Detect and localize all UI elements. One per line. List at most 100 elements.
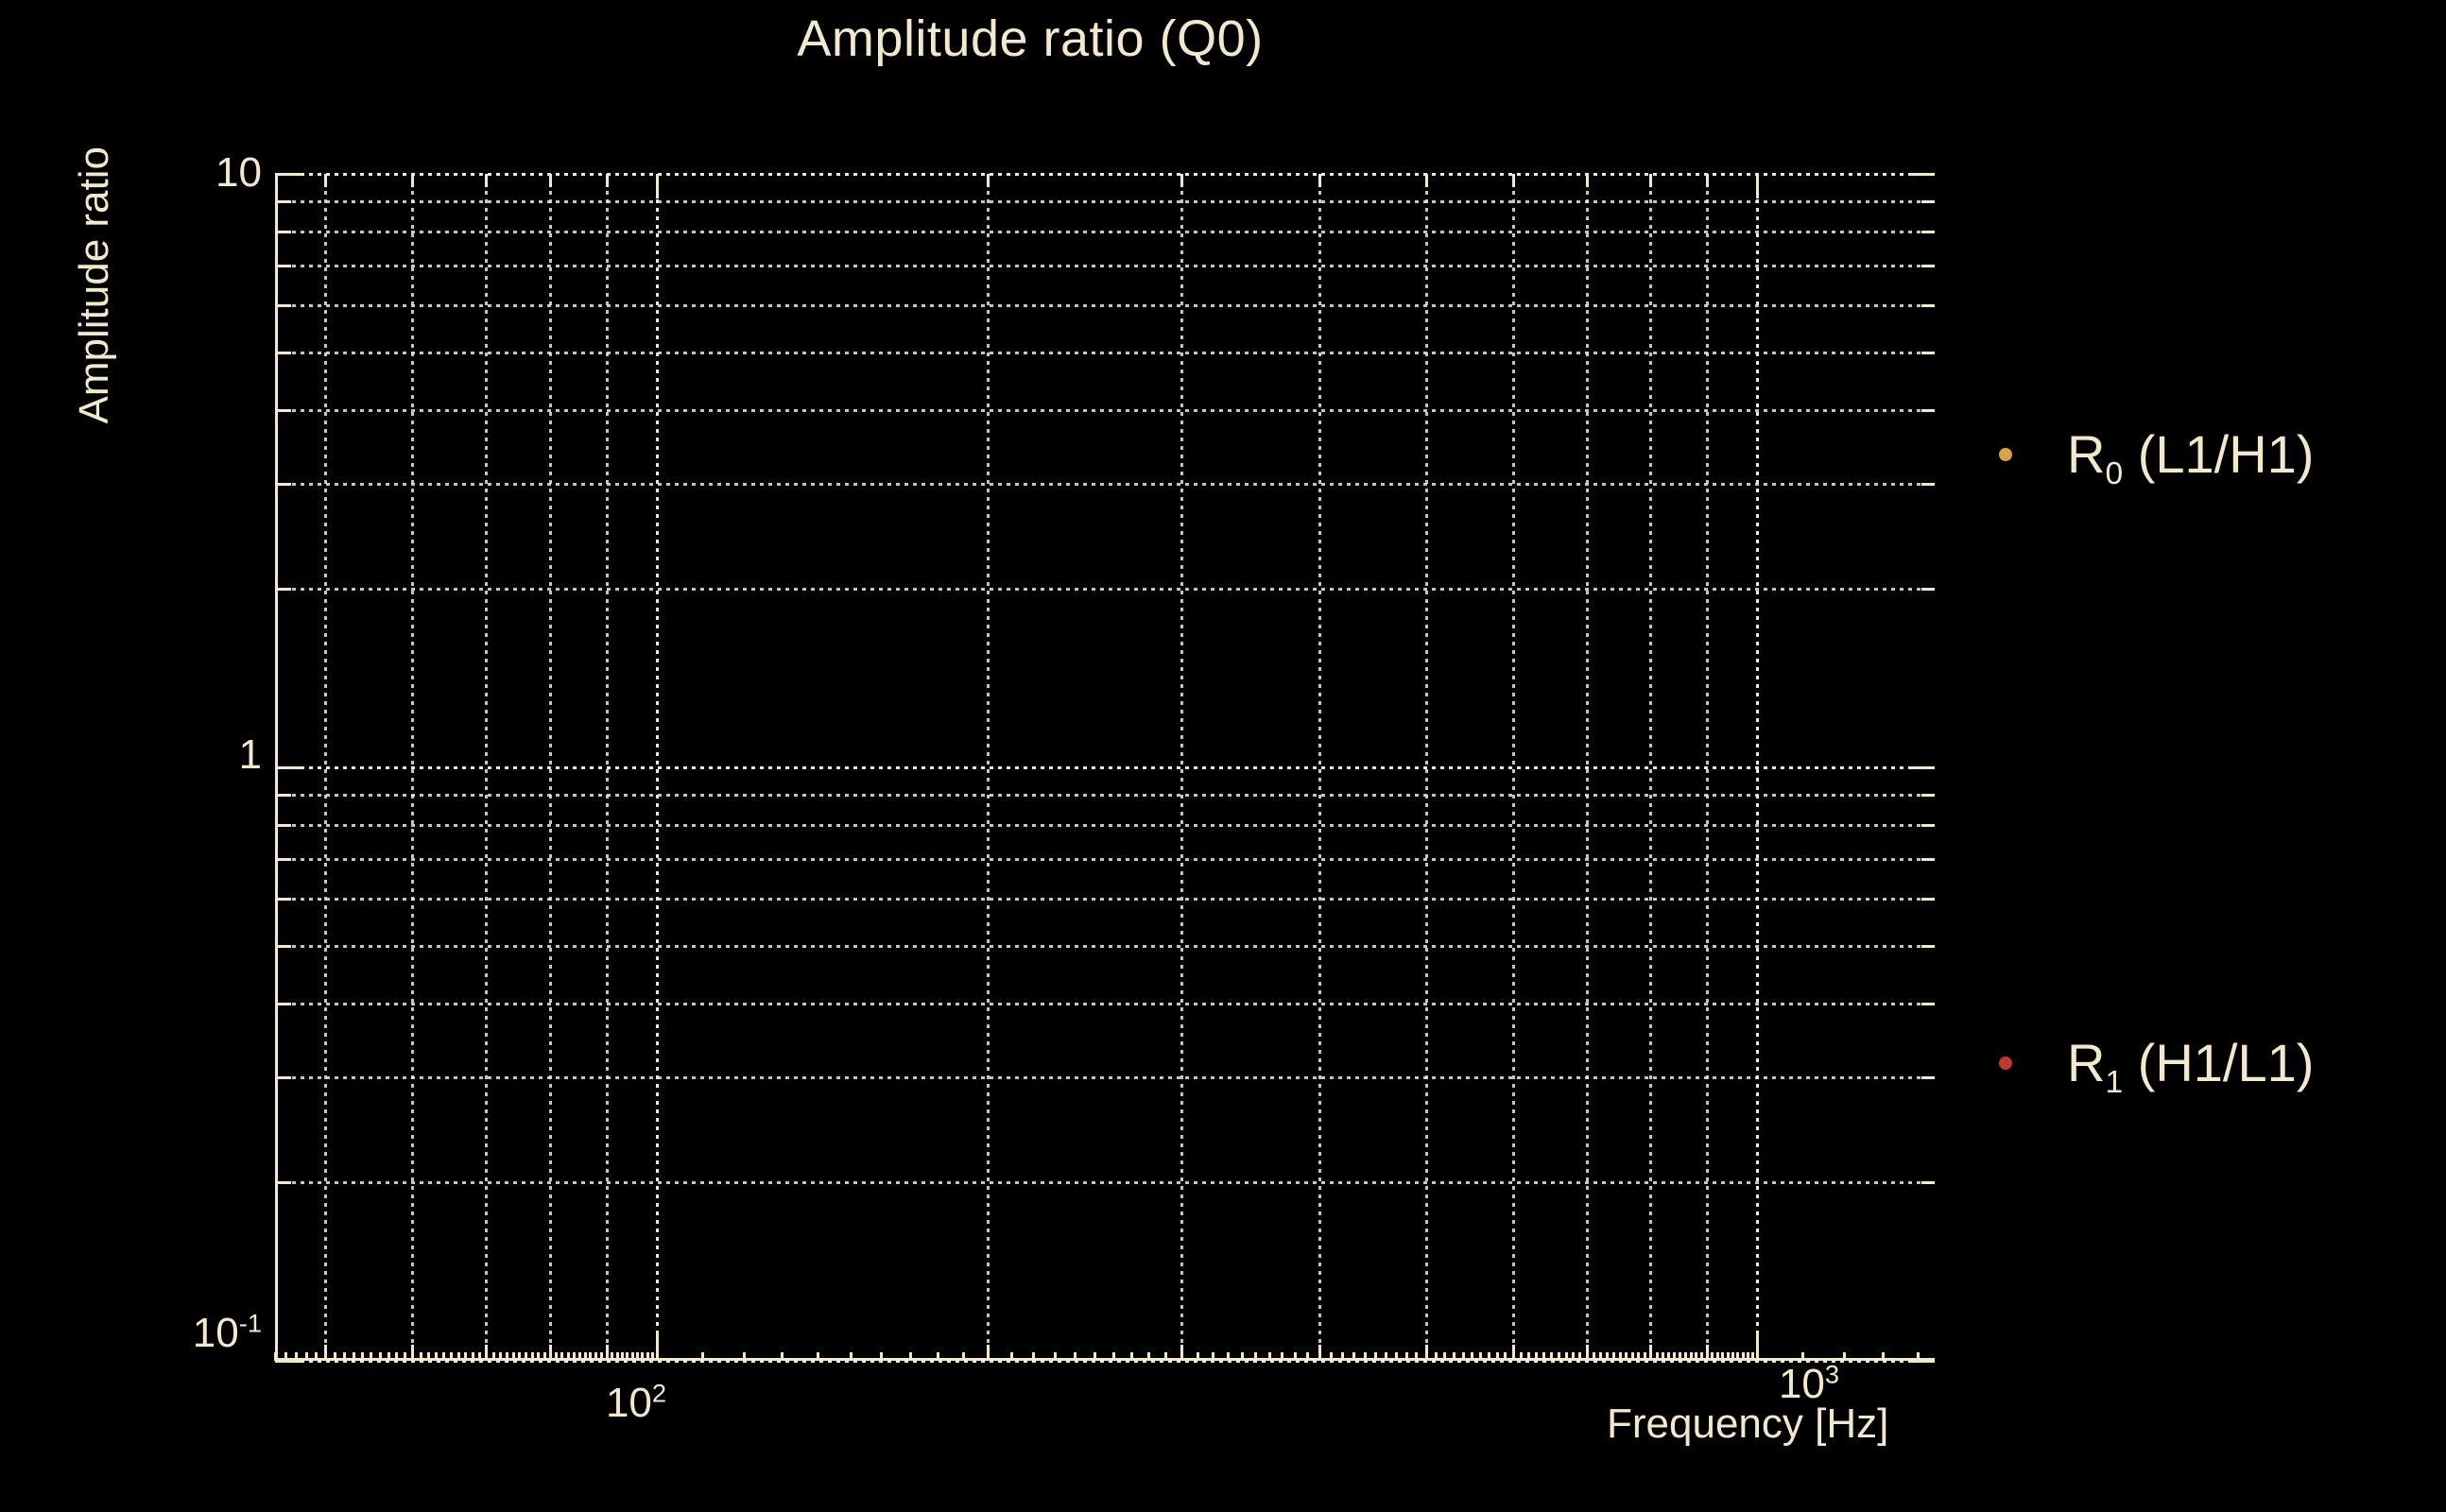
x-subtick — [304, 1352, 308, 1361]
gridline-v-minor — [411, 174, 415, 1361]
gridline-h-minor — [275, 1002, 1935, 1005]
plot-area[interactable] — [274, 173, 1935, 1363]
x-subtick — [1424, 1352, 1428, 1361]
y-tick-right — [1921, 945, 1935, 949]
x-subtick — [1520, 1352, 1524, 1361]
y-tick-right — [1921, 304, 1935, 308]
y-tick — [275, 1002, 291, 1005]
x-tick-top — [1649, 174, 1653, 187]
x-subtick — [1164, 1352, 1168, 1361]
x-subtick — [1592, 1352, 1595, 1361]
legend-entry-r1[interactable]: R1 (H1/L1) — [1999, 1032, 2314, 1098]
x-subtick — [1363, 1352, 1367, 1361]
y-tick — [275, 793, 291, 797]
legend-marker-r0 — [1999, 447, 2012, 461]
x-subtick — [315, 1352, 319, 1361]
y-tick — [275, 1180, 291, 1184]
x-subtick — [962, 1352, 966, 1361]
x-subtick — [435, 1352, 439, 1361]
x-subtick — [491, 1352, 495, 1361]
x-tick-top — [1180, 174, 1184, 187]
x-subtick — [1661, 1352, 1664, 1361]
x-subtick — [1341, 1352, 1345, 1361]
x-subtick — [1374, 1352, 1378, 1361]
y-tick-right — [1921, 265, 1935, 268]
x-subtick — [1130, 1352, 1134, 1361]
x-subtick — [1736, 1352, 1740, 1361]
gridline-h-minor — [275, 304, 1935, 308]
x-subtick — [560, 1352, 564, 1361]
x-subtick — [1550, 1352, 1554, 1361]
x-subtick — [1415, 1352, 1419, 1361]
x-subtick — [1094, 1352, 1097, 1361]
gridline-h-minor — [275, 352, 1935, 355]
x-subtick — [1281, 1352, 1284, 1361]
x-subtick — [1074, 1352, 1077, 1361]
x-subtick — [1643, 1352, 1646, 1361]
x-subtick — [525, 1352, 527, 1361]
x-subtick — [1746, 1352, 1749, 1361]
y-tick — [275, 766, 303, 769]
x-subtick — [1655, 1352, 1659, 1361]
y-tick — [275, 1076, 291, 1080]
legend-entry-r0[interactable]: R0 (L1/H1) — [1999, 423, 2314, 490]
x-subtick — [442, 1352, 446, 1361]
x-subtick — [1756, 1352, 1760, 1361]
x-subtick — [650, 1352, 654, 1361]
x-subtick — [1711, 1352, 1714, 1361]
x-subtick — [1461, 1352, 1465, 1361]
y-tick — [275, 304, 291, 308]
x-subtick — [352, 1352, 355, 1361]
x-subtick — [1721, 1352, 1725, 1361]
x-tick-top — [1511, 174, 1515, 187]
gridline-h-minor — [275, 587, 1935, 591]
x-subtick — [1700, 1352, 1704, 1361]
y-tick — [275, 199, 291, 203]
x-tick-top — [1756, 174, 1760, 198]
gridline-h-major — [275, 1360, 1935, 1363]
x-tick-label-1000: 103 — [1779, 1361, 1839, 1408]
x-subtick — [626, 1352, 629, 1361]
x-subtick — [589, 1352, 593, 1361]
x-subtick — [555, 1352, 559, 1361]
x-subtick — [1434, 1352, 1438, 1361]
x-subtick — [1751, 1352, 1755, 1361]
x-subtick — [1053, 1352, 1057, 1361]
x-tick-top — [324, 174, 328, 187]
y-tick-mantissa: 10 — [215, 149, 262, 196]
x-subtick — [530, 1352, 534, 1361]
gridline-h-minor — [275, 1180, 1935, 1184]
y-tick-label-0.1: 10-1 — [193, 1310, 262, 1357]
y-tick-right — [1910, 766, 1935, 769]
x-subtick — [427, 1352, 431, 1361]
y-tick-right — [1910, 1360, 1935, 1363]
x-subtick — [1599, 1352, 1602, 1361]
x-subtick — [1666, 1352, 1670, 1361]
x-tick-top — [987, 174, 990, 187]
x-axis-title: Frequency [Hz] — [1607, 1400, 1889, 1447]
y-tick-right — [1921, 1076, 1935, 1080]
gridline-v-minor — [485, 174, 489, 1361]
y-tick-exponent: -1 — [238, 1308, 262, 1338]
x-subtick — [1487, 1352, 1490, 1361]
x-subtick — [1572, 1352, 1576, 1361]
y-tick — [275, 823, 291, 827]
x-subtick — [615, 1352, 619, 1361]
x-subtick — [1495, 1352, 1499, 1361]
gridline-v-minor — [548, 174, 552, 1361]
y-tick — [275, 587, 291, 591]
x-tick — [1756, 1332, 1760, 1361]
y-tick-right — [1921, 823, 1935, 827]
y-tick-right — [1921, 793, 1935, 797]
gridline-h-minor — [275, 265, 1935, 268]
x-subtick — [572, 1352, 576, 1361]
x-subtick — [1404, 1352, 1408, 1361]
x-tick-label-100: 102 — [606, 1380, 666, 1427]
x-subtick — [1801, 1352, 1805, 1361]
x-subtick — [543, 1352, 546, 1361]
x-subtick — [611, 1352, 614, 1361]
y-tick — [275, 945, 291, 949]
gridline-v-minor — [605, 174, 609, 1361]
x-tick-top — [548, 174, 552, 187]
y-tick-right — [1921, 483, 1935, 487]
